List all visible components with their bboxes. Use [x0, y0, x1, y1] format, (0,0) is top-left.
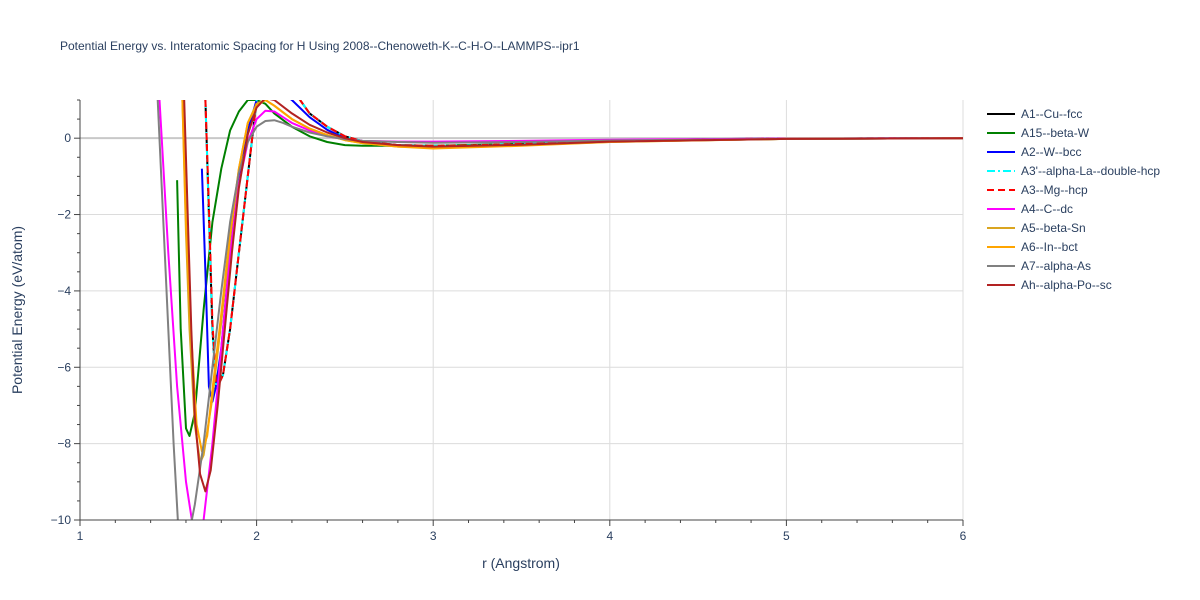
legend[interactable]: A1--Cu--fcc A15--beta-W A2--W--bcc A3'--alp… [987, 107, 1160, 292]
legend-item[interactable]: A6--In--bct [987, 240, 1078, 254]
legend-item[interactable]: Ah--alpha-Po--sc [987, 278, 1112, 292]
x-tick-label: 4 [606, 529, 613, 543]
y-tick-label: −2 [57, 208, 71, 222]
legend-item[interactable]: A2--W--bcc [987, 145, 1081, 159]
y-tick-label: 0 [64, 131, 71, 145]
legend-item[interactable]: A3'--alpha-La--double-hcp [987, 164, 1160, 178]
chart-title: Potential Energy vs. Interatomic Spacing… [60, 39, 580, 53]
legend-item[interactable]: A3--Mg--hcp [987, 183, 1088, 197]
legend-item[interactable]: A1--Cu--fcc [987, 107, 1082, 121]
legend-label: A2--W--bcc [1021, 145, 1081, 159]
series-line[interactable] [156, 100, 963, 551]
legend-label: A4--C--dc [1021, 202, 1073, 216]
x-tick-label: 6 [960, 529, 967, 543]
y-axis-label: Potential Energy (eV/atom) [9, 226, 25, 394]
y-tick-label: −6 [57, 360, 71, 374]
x-tick-label: 5 [783, 529, 790, 543]
series-line[interactable] [183, 98, 963, 493]
legend-label: A3'--alpha-La--double-hcp [1021, 164, 1160, 178]
series-line[interactable] [158, 100, 964, 539]
legend-label: A15--beta-W [1021, 126, 1090, 140]
legend-item[interactable]: A7--alpha-As [987, 259, 1091, 273]
legend-label: A5--beta-Sn [1021, 221, 1086, 235]
x-tick-label: 1 [77, 529, 84, 543]
x-tick-label: 3 [430, 529, 437, 543]
legend-item[interactable]: A15--beta-W [987, 126, 1090, 140]
y-tick-label: −8 [57, 437, 71, 451]
legend-item[interactable]: A4--C--dc [987, 202, 1073, 216]
legend-label: A6--In--bct [1021, 240, 1078, 254]
legend-label: A3--Mg--hcp [1021, 183, 1088, 197]
y-tick-label: −4 [57, 284, 71, 298]
y-tick-label: −10 [51, 513, 72, 527]
series-layer [156, 98, 964, 551]
axes: 1 2 3 4 5 6 −10 −8 −6 −4 −2 0 [51, 99, 967, 543]
x-tick-label: 2 [253, 529, 260, 543]
x-axis-label: r (Angstrom) [482, 555, 560, 571]
legend-label: A1--Cu--fcc [1021, 107, 1082, 121]
legend-item[interactable]: A5--beta-Sn [987, 221, 1086, 235]
legend-label: Ah--alpha-Po--sc [1021, 278, 1112, 292]
legend-label: A7--alpha-As [1021, 259, 1091, 273]
